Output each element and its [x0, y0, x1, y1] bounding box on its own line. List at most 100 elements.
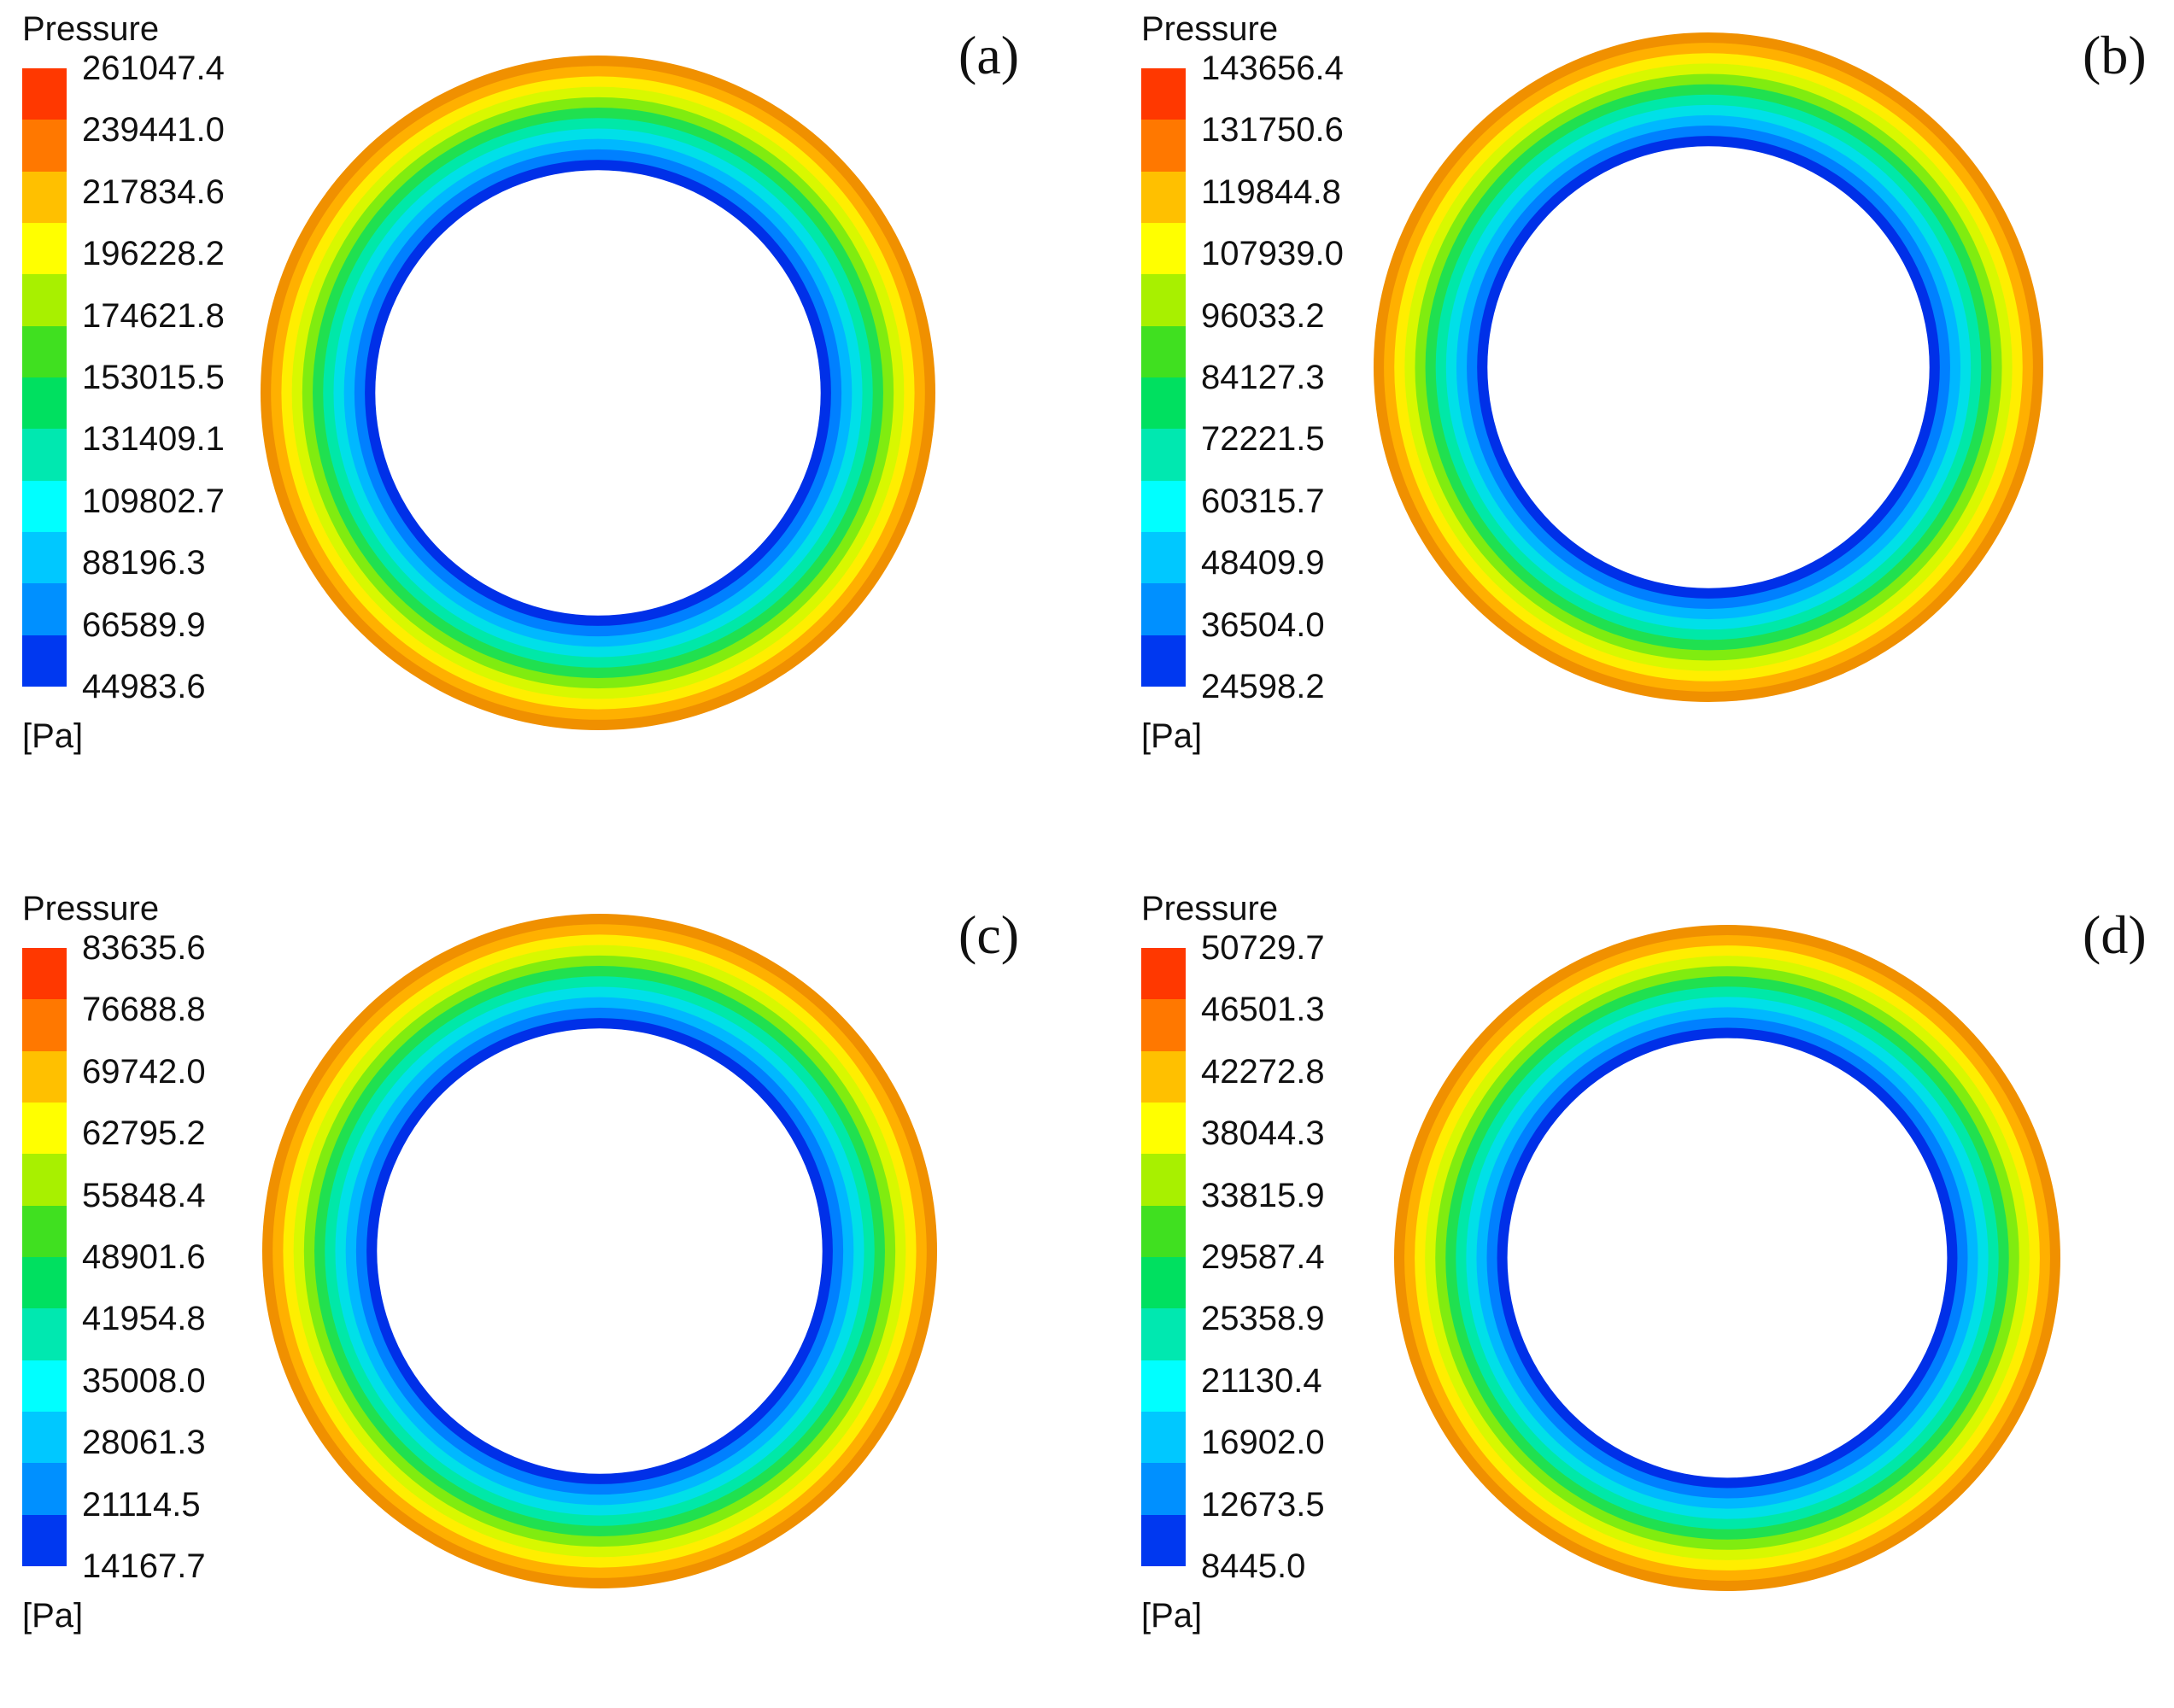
color-bar-segment [1141, 171, 1186, 223]
color-bar-segment [1141, 429, 1186, 481]
tick-label: 50729.7 [1201, 929, 1325, 967]
color-bar-segment [22, 222, 67, 275]
tick-label: 25358.9 [1201, 1300, 1325, 1338]
tick-label: 69742.0 [82, 1052, 206, 1091]
color-bar-segment [1141, 480, 1186, 532]
tick-label: 21114.5 [82, 1485, 201, 1524]
tick-label: 8445.0 [1201, 1547, 1306, 1585]
color-bar-segment [22, 635, 67, 687]
tick-label: 24598.2 [1201, 668, 1325, 705]
color-bar-segment [1141, 948, 1186, 1000]
tick-label: 174621.8 [82, 296, 225, 335]
color-bar-segment [22, 1308, 67, 1360]
color-bar-segment [22, 1102, 67, 1155]
color-bar-segment [22, 948, 67, 1000]
tick-label: 16902.0 [1201, 1424, 1325, 1462]
unit-label: [Pa] [1141, 1597, 1203, 1635]
tick-label: 42272.8 [1201, 1052, 1325, 1091]
tick-label: 143656.4 [1201, 50, 1344, 87]
color-bar-segment [1141, 120, 1186, 172]
inner-hole [377, 1028, 823, 1474]
inner-hole [1507, 1038, 1948, 1478]
color-bar-segment [22, 999, 67, 1051]
tick-label: 35008.0 [82, 1361, 206, 1400]
color-bar [1141, 948, 1186, 1566]
color-bar-segment [22, 1205, 67, 1257]
color-bar-segment [22, 171, 67, 223]
tick-label: 88196.3 [82, 544, 206, 582]
tick-label: 119844.8 [1201, 173, 1341, 211]
legend-title: Pressure [22, 890, 160, 927]
pressure-ring-contour [261, 56, 935, 730]
tick-label: 60315.7 [1201, 482, 1325, 520]
panel-c: Pressure 83635.6 76688.8 69742.0 62795.2 558… [0, 880, 1087, 1708]
panel-d: Pressure 50729.7 46501.3 42272.8 38044.3 338… [1119, 880, 2174, 1708]
tick-label: 28061.3 [82, 1424, 206, 1462]
tick-label: 153015.5 [82, 359, 225, 396]
color-bar-segment [1141, 274, 1186, 326]
color-bar-segment [22, 583, 67, 635]
tick-label: 239441.0 [82, 111, 225, 149]
color-bar-segment [22, 1514, 67, 1566]
color-bar-segment [1141, 999, 1186, 1051]
tick-label: 48409.9 [1201, 544, 1325, 582]
color-bar-segment [1141, 1205, 1186, 1257]
legend-title: Pressure [1141, 10, 1279, 48]
color-bar-segment [22, 1256, 67, 1309]
color-bar [1141, 68, 1186, 687]
color-bar-segment [1141, 1154, 1186, 1206]
tick-label: 41954.8 [82, 1300, 206, 1338]
tick-label: 217834.6 [82, 173, 225, 211]
color-bar-segment [22, 1463, 67, 1515]
color-bar-segment [22, 1154, 67, 1206]
tick-label: 84127.3 [1201, 359, 1325, 396]
color-bar-segment [22, 1050, 67, 1103]
color-bar-segment [22, 1411, 67, 1464]
tick-label: 72221.5 [1201, 420, 1325, 459]
legend-title: Pressure [1141, 890, 1279, 927]
tick-label: 96033.2 [1201, 296, 1325, 335]
tick-label: 83635.6 [82, 929, 206, 967]
unit-label: [Pa] [22, 1597, 84, 1635]
tick-label: 131750.6 [1201, 111, 1344, 149]
panel-label: (a) [958, 25, 1020, 85]
panel-label: (c) [958, 904, 1020, 965]
color-bar-segment [1141, 635, 1186, 687]
tick-label: 109802.7 [82, 482, 225, 520]
color-bar-segment [22, 377, 67, 430]
tick-label: 261047.4 [82, 50, 225, 87]
color-bar-segment [22, 429, 67, 481]
tick-label: 107939.0 [1201, 235, 1344, 273]
color-bar-segment [1141, 1102, 1186, 1155]
color-bar-segment [1141, 1308, 1186, 1360]
pressure-contour-figure: Pressure 261047.4 239441.0 217834.6 196228.… [0, 0, 2147, 1635]
pressure-ring-contour [1374, 32, 2043, 702]
panel-a: Pressure 261047.4 239441.0 217834.6 196228.… [0, 0, 1087, 828]
tick-label: 21130.4 [1201, 1361, 1322, 1400]
color-bar-segment [1141, 222, 1186, 275]
inner-hole [1487, 146, 1930, 588]
color-bar-segment [1141, 531, 1186, 584]
color-bar [22, 68, 67, 687]
color-bar-segment [22, 1360, 67, 1412]
legend-title: Pressure [22, 10, 160, 48]
color-bar-segment [1141, 1256, 1186, 1309]
tick-label: 44983.6 [82, 668, 206, 705]
color-bar-segment [1141, 1514, 1186, 1566]
tick-label: 36504.0 [1201, 605, 1325, 644]
tick-label: 38044.3 [1201, 1114, 1325, 1153]
color-bar-segment [1141, 325, 1186, 377]
color-bar-segment [1141, 377, 1186, 430]
color-bar-segment [22, 120, 67, 172]
tick-label: 48901.6 [82, 1238, 206, 1276]
color-bar-segment [1141, 1050, 1186, 1103]
tick-label: 33815.9 [1201, 1176, 1325, 1214]
tick-label: 66589.9 [82, 605, 206, 644]
color-bar-segment [22, 68, 67, 120]
inner-hole [375, 170, 821, 616]
color-bar-segment [1141, 1411, 1186, 1464]
tick-label: 14167.7 [82, 1547, 206, 1585]
tick-label: 76688.8 [82, 991, 206, 1029]
color-bar-segment [1141, 1463, 1186, 1515]
panel-label: (b) [2083, 25, 2147, 85]
